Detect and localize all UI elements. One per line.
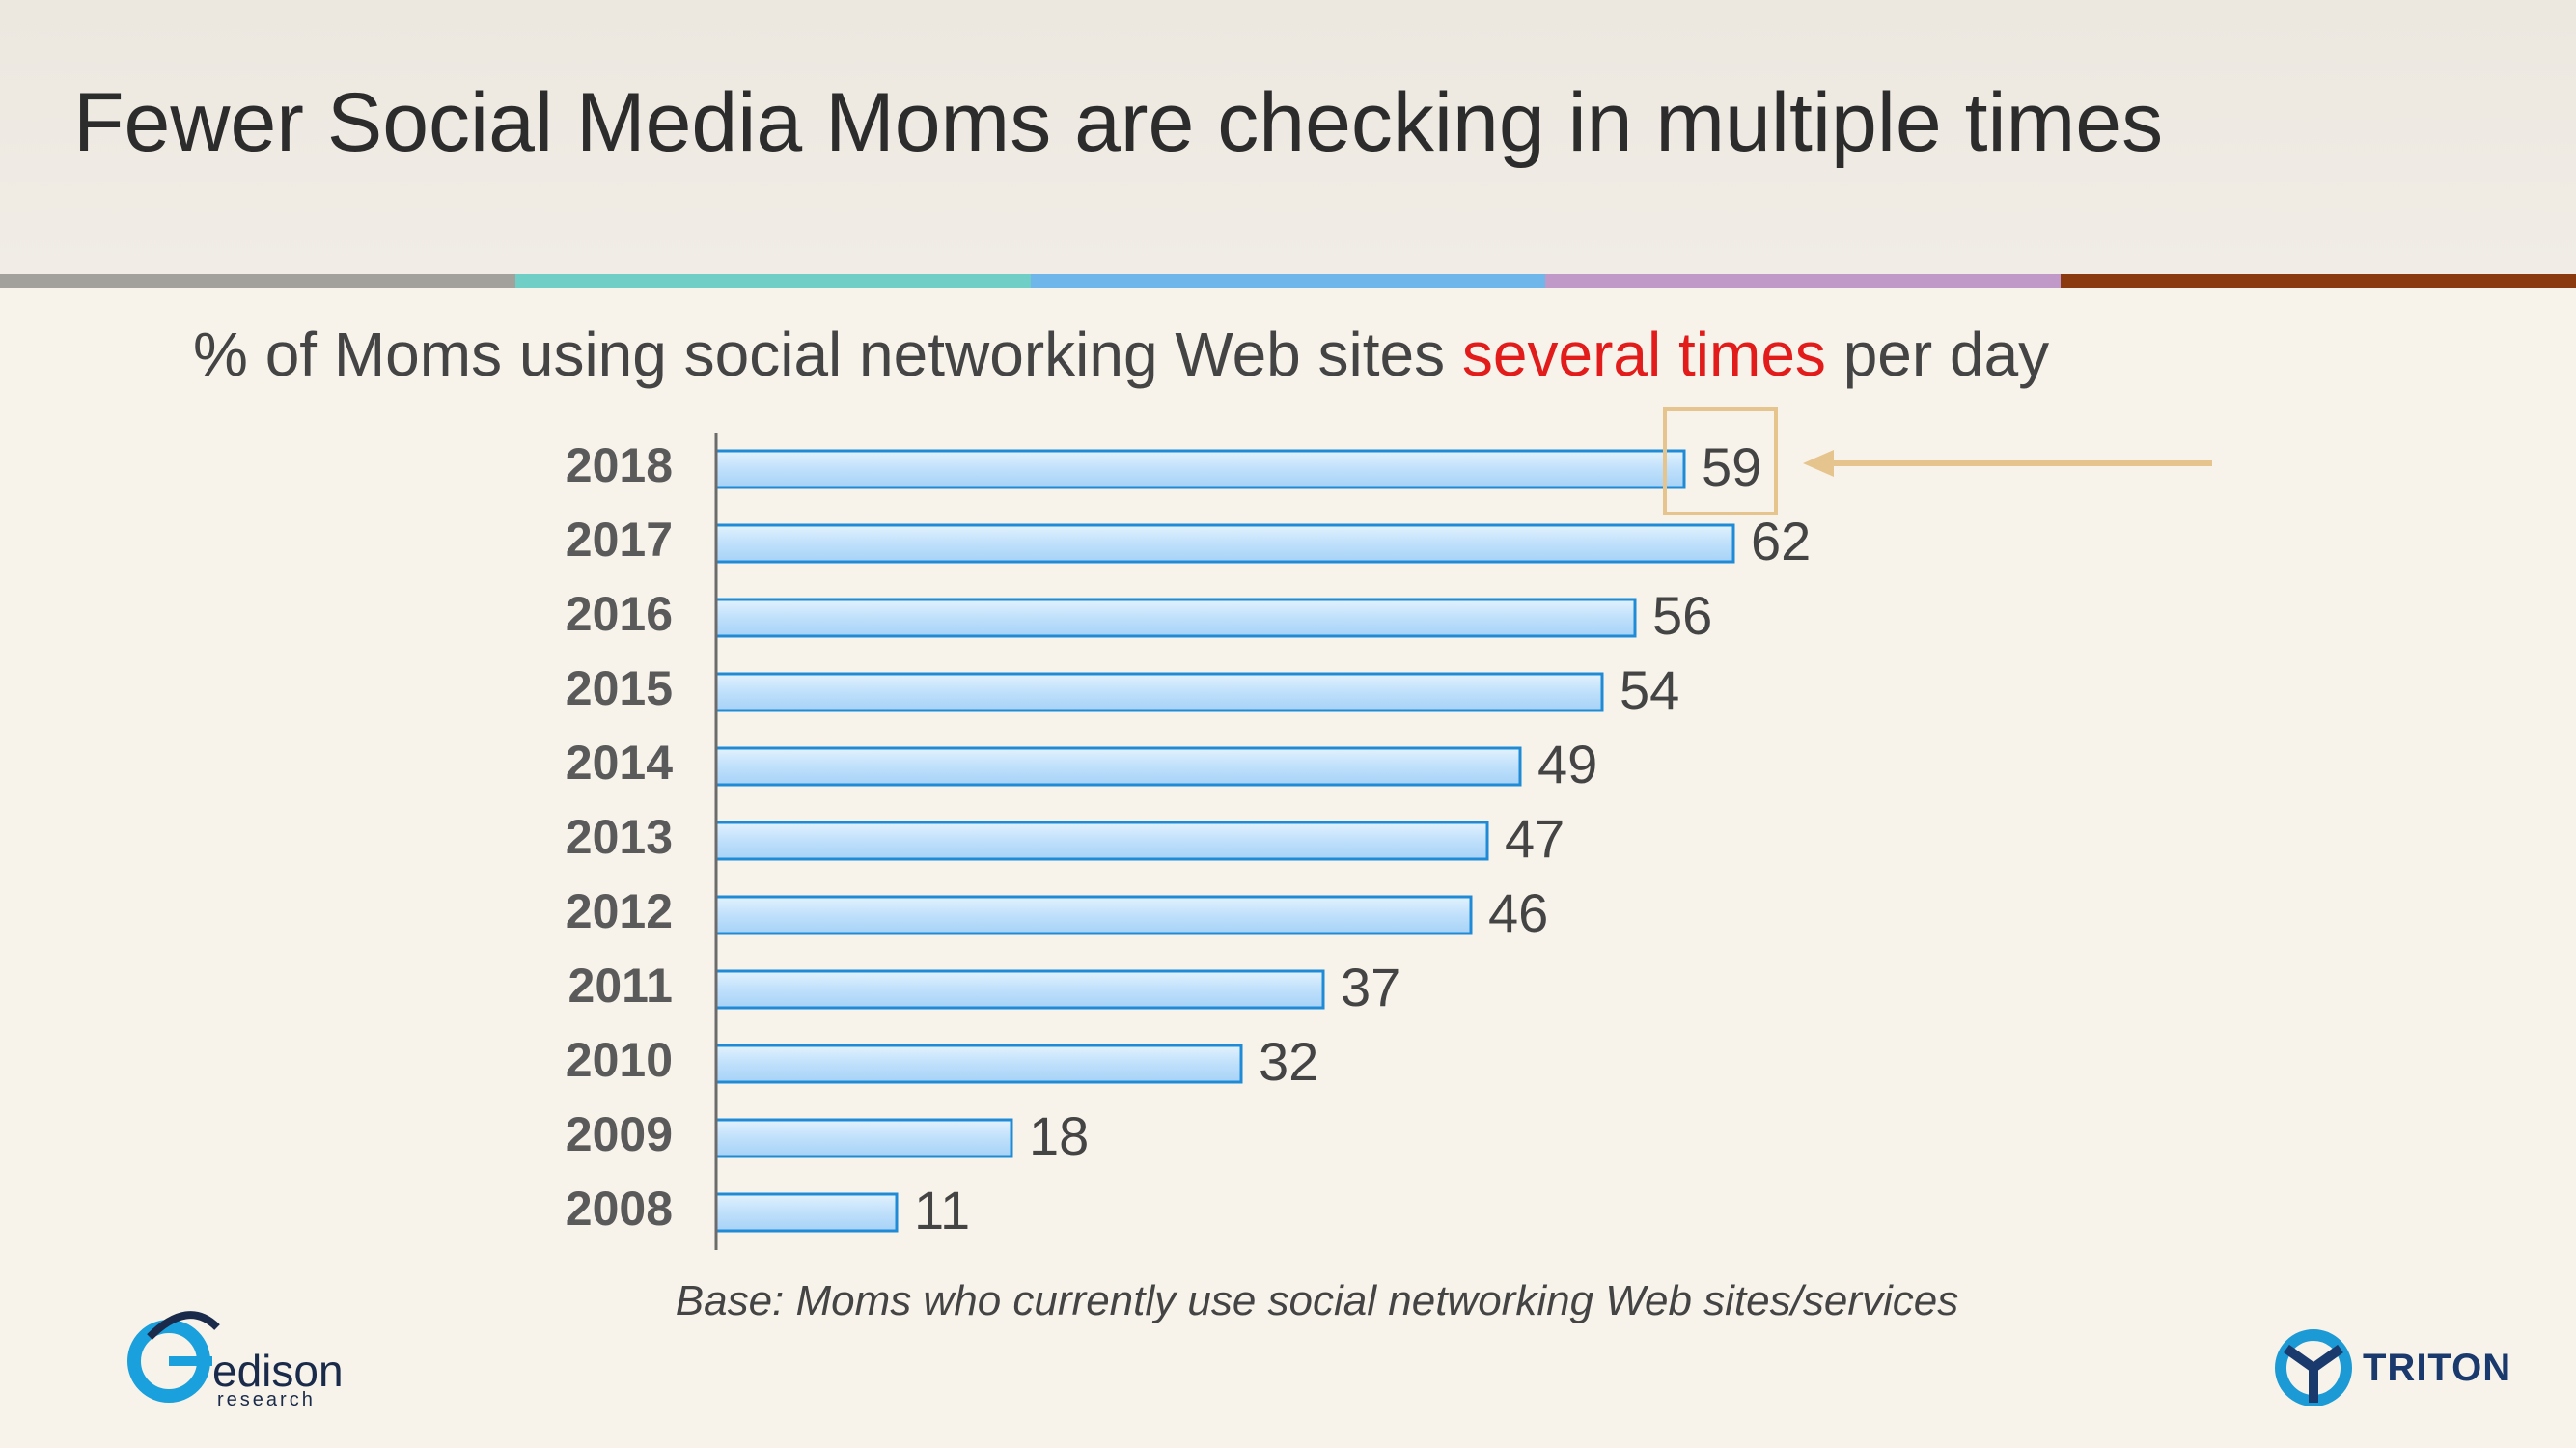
value-label: 49 <box>1537 734 1597 794</box>
highlight-box <box>1663 407 1778 515</box>
chart-subtitle: % of Moms using social networking Web si… <box>193 319 2049 390</box>
category-label: 2013 <box>566 810 673 864</box>
value-label: 37 <box>1341 957 1400 1017</box>
subtitle-text: % of Moms using social networking Web si… <box>193 320 1462 389</box>
color-stripe <box>0 274 2576 288</box>
category-label: 2010 <box>566 1033 673 1087</box>
edison-swirl-icon <box>127 1311 220 1403</box>
bar-2011 <box>714 969 1325 1010</box>
base-note: Base: Moms who currently use social netw… <box>675 1277 1959 1324</box>
page-title: Fewer Social Media Moms are checking in … <box>73 76 2164 169</box>
bar-2013 <box>714 821 1489 861</box>
edison-wordmark: edison <box>212 1346 344 1396</box>
value-label: 18 <box>1029 1105 1089 1166</box>
category-label: 2015 <box>566 661 673 715</box>
bar-2017 <box>714 523 1735 564</box>
bar-2010 <box>714 1044 1243 1084</box>
value-label: 56 <box>1652 585 1712 646</box>
subtitle-text-end: per day <box>1825 320 2050 389</box>
value-label: 59 <box>1702 436 1761 497</box>
stripe-segment <box>514 274 1031 288</box>
bar-2008 <box>714 1192 899 1233</box>
value-label: 11 <box>914 1180 970 1240</box>
category-label: 2008 <box>566 1182 673 1236</box>
header-band: Fewer Social Media Moms are checking in … <box>0 0 2576 274</box>
stripe-segment <box>1545 274 2062 288</box>
value-label: 46 <box>1488 882 1548 943</box>
bar-2012 <box>714 895 1473 935</box>
stripe-segment <box>0 274 515 288</box>
bar-2014 <box>714 746 1522 787</box>
triton-wordmark: TRITON <box>2363 1347 2512 1389</box>
bar-2018 <box>714 449 1686 489</box>
category-label: 2014 <box>566 736 673 790</box>
bar-2009 <box>714 1118 1013 1158</box>
stripe-segment <box>2061 274 2576 288</box>
triton-emblem-icon <box>2275 1329 2352 1406</box>
triton-logo: TRITON <box>2273 1327 2510 1414</box>
bar-2016 <box>714 598 1637 638</box>
value-label: 62 <box>1751 511 1811 571</box>
category-label: 2017 <box>566 513 673 567</box>
value-label: 47 <box>1505 808 1565 869</box>
category-label: 2018 <box>566 438 673 492</box>
category-label: 2009 <box>566 1107 673 1161</box>
edison-subtext: research <box>217 1389 316 1410</box>
highlight-arrow-head <box>1803 450 1834 477</box>
edison-logo: edison research <box>121 1308 372 1414</box>
category-label: 2012 <box>566 884 673 938</box>
value-label: 54 <box>1620 659 1679 720</box>
subtitle-highlight: several times <box>1461 320 1826 389</box>
stripe-segment <box>1030 274 1546 288</box>
bar-2015 <box>714 672 1604 712</box>
category-label: 2011 <box>568 959 673 1013</box>
category-label: 2016 <box>566 587 673 641</box>
value-label: 32 <box>1259 1031 1318 1092</box>
